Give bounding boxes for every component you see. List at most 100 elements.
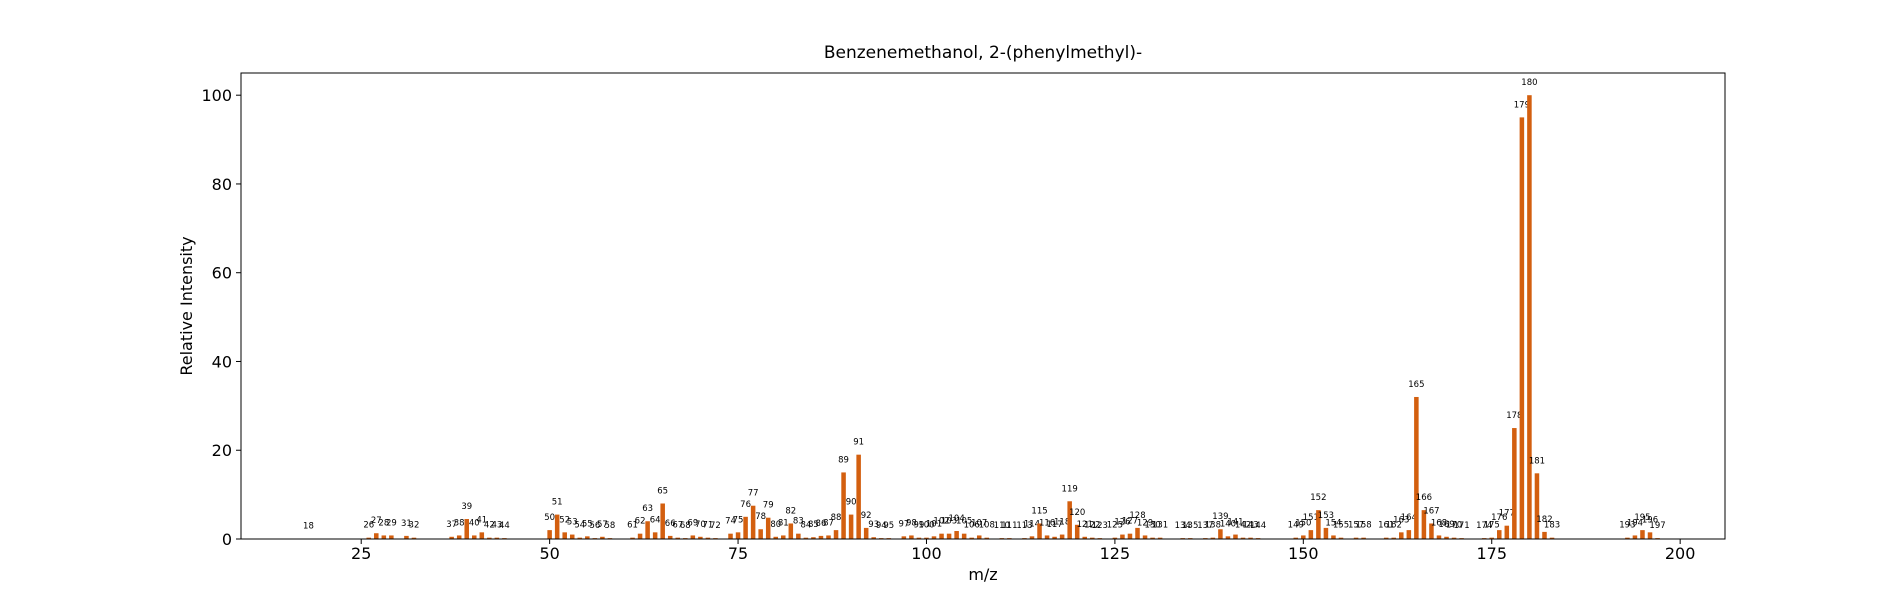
bar bbox=[1429, 523, 1434, 539]
x-tick-label: 125 bbox=[1100, 544, 1131, 563]
peak-label: 108 bbox=[979, 521, 995, 531]
bar bbox=[667, 535, 673, 539]
bar bbox=[728, 533, 733, 539]
peak-label: 88 bbox=[831, 513, 842, 523]
peak-label: 80 bbox=[770, 520, 781, 530]
peak-label: 170 bbox=[1446, 521, 1462, 531]
peak-label: 155 bbox=[1333, 521, 1349, 531]
bar bbox=[1067, 501, 1072, 539]
peak-label: 168 bbox=[1431, 518, 1447, 528]
peak-label: 69 bbox=[687, 518, 698, 528]
bar bbox=[660, 503, 665, 539]
peak-label: 100 bbox=[918, 521, 934, 531]
peak-label: 52 bbox=[559, 515, 570, 525]
bar bbox=[366, 537, 372, 539]
bar bbox=[818, 535, 824, 539]
bar bbox=[1112, 537, 1118, 539]
peak-label: 138 bbox=[1205, 521, 1221, 531]
bar bbox=[690, 535, 696, 539]
bar bbox=[1037, 523, 1042, 539]
bar bbox=[1497, 530, 1502, 539]
peak-label: 144 bbox=[1250, 521, 1266, 531]
bar bbox=[1150, 537, 1155, 539]
bar bbox=[833, 530, 839, 539]
peak-label: 64 bbox=[650, 515, 661, 525]
bar bbox=[916, 537, 922, 539]
bar bbox=[1233, 534, 1238, 539]
bar bbox=[404, 535, 409, 539]
bar bbox=[796, 533, 801, 539]
peak-label: 169 bbox=[1438, 520, 1454, 530]
peak-label: 106 bbox=[964, 521, 980, 531]
y-axis-label: Relative Intensity bbox=[177, 236, 196, 375]
peak-label: 56 bbox=[589, 521, 600, 531]
peak-label: 122 bbox=[1084, 521, 1100, 531]
bar bbox=[781, 535, 786, 539]
peak-label: 126 bbox=[1114, 518, 1130, 528]
peak-label: 58 bbox=[605, 521, 616, 531]
bar bbox=[909, 535, 914, 539]
bar bbox=[1542, 531, 1547, 539]
peak-label: 62 bbox=[635, 517, 646, 527]
bar bbox=[1240, 537, 1246, 539]
peak-label: 158 bbox=[1355, 521, 1371, 531]
bar bbox=[954, 531, 959, 539]
bar bbox=[1135, 527, 1140, 539]
peak-label: 85 bbox=[808, 520, 819, 530]
peak-label: 174 bbox=[1476, 521, 1492, 531]
bar bbox=[1082, 536, 1088, 539]
peak-label: 92 bbox=[861, 511, 872, 521]
bar bbox=[411, 537, 417, 539]
bar bbox=[1074, 524, 1080, 539]
peak-label: 193 bbox=[1619, 521, 1635, 531]
bar bbox=[1127, 533, 1133, 539]
peak-label: 125 bbox=[1107, 521, 1123, 531]
bar bbox=[1647, 532, 1653, 539]
bar bbox=[472, 535, 477, 539]
bar bbox=[1316, 510, 1321, 539]
peak-label: 77 bbox=[748, 489, 759, 499]
peak-label: 118 bbox=[1054, 518, 1070, 528]
peak-label: 161 bbox=[1378, 521, 1394, 531]
bar bbox=[1338, 537, 1344, 539]
bar bbox=[984, 537, 990, 539]
peak-label: 101 bbox=[926, 519, 942, 529]
peak-label: 176 bbox=[1491, 513, 1507, 523]
bar bbox=[1489, 537, 1494, 539]
peak-label: 149 bbox=[1288, 521, 1304, 531]
bar bbox=[946, 533, 952, 539]
peak-label: 42 bbox=[484, 521, 495, 531]
x-tick-label: 175 bbox=[1476, 544, 1507, 563]
bar bbox=[811, 537, 816, 539]
peak-label: 78 bbox=[755, 512, 766, 522]
y-tick-label: 0 bbox=[222, 530, 232, 549]
peak-label: 183 bbox=[1544, 521, 1560, 531]
bar bbox=[374, 533, 379, 539]
bar bbox=[1142, 535, 1148, 539]
bar bbox=[735, 532, 741, 539]
peak-label: 32 bbox=[409, 521, 420, 531]
bar bbox=[577, 537, 583, 539]
peak-label: 197 bbox=[1649, 521, 1665, 531]
peak-label: 105 bbox=[956, 517, 972, 527]
peak-label: 81 bbox=[778, 518, 789, 528]
peak-label: 67 bbox=[672, 521, 683, 531]
x-tick-label: 50 bbox=[539, 544, 559, 563]
peak-label: 95 bbox=[883, 521, 894, 531]
peak-label: 54 bbox=[574, 521, 585, 531]
bar bbox=[758, 529, 763, 539]
peak-label: 137 bbox=[1197, 521, 1213, 531]
peak-label: 181 bbox=[1529, 456, 1545, 466]
bar bbox=[1527, 95, 1532, 539]
chart-title: Benzenemethanol, 2-(phenylmethyl)- bbox=[824, 43, 1142, 63]
bar bbox=[961, 533, 967, 539]
peak-label: 139 bbox=[1212, 512, 1228, 522]
bar bbox=[652, 532, 658, 539]
peak-label: 84 bbox=[800, 521, 811, 531]
bar bbox=[675, 537, 681, 539]
bar bbox=[1361, 537, 1366, 539]
peak-label: 63 bbox=[642, 504, 653, 514]
peak-label: 102 bbox=[933, 517, 949, 527]
bar bbox=[1301, 535, 1306, 539]
